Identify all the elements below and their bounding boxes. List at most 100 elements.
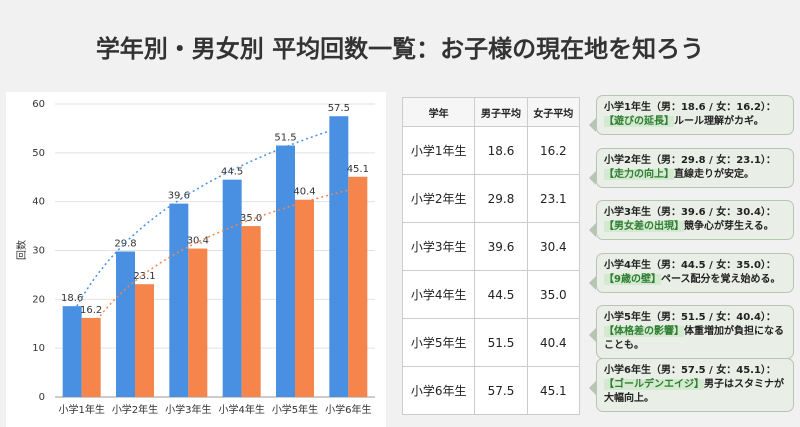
note-heading: 小学4年生（男：44.5 / 女：35.0）： <box>604 259 776 271</box>
table-cell: 29.8 <box>474 174 528 223</box>
data-table: 学年 男子平均 女子平均 小学1年生 18.6 16.2 小学2年生 29.8 23.1 小学3年… <box>401 97 581 415</box>
value-label: 40.4 <box>293 187 315 198</box>
bar <box>222 179 242 397</box>
note-heading: 小学1年生（男：18.6 / 女：16.2）： <box>604 102 776 113</box>
value-label: 29.8 <box>114 238 136 249</box>
note-body: 【ゴールデンエイジ】男子はスタミナが大幅向上。 <box>604 378 786 406</box>
x-tick-label: 小学4年生 <box>218 403 264 416</box>
note-text: 競争心が芽生える。 <box>684 221 774 232</box>
note-text: ルール理解がカギ。 <box>674 116 764 127</box>
value-label: 39.6 <box>168 191 190 202</box>
note-callout: 小学4年生（男：44.5 / 女：35.0）： 【9歳の壁】ペース配分を覚え始める… <box>589 252 794 293</box>
note-heading: 小学5年生（男：51.5 / 女：40.4）： <box>604 312 776 323</box>
note-text: 直線走りが安定。 <box>674 168 754 180</box>
note-text: 体重増加が負担になることも。 <box>604 326 784 351</box>
value-label: 57.5 <box>328 103 350 114</box>
table-cell: 小学5年生 <box>401 318 476 367</box>
table-cell: 23.1 <box>526 174 581 223</box>
value-label: 30.4 <box>187 236 209 247</box>
header-row: 学年 男子平均 女子平均 <box>401 97 581 127</box>
trendline <box>90 187 358 329</box>
table-row: 小学2年生 29.8 23.1 <box>401 174 581 223</box>
value-label: 44.5 <box>221 167 243 178</box>
x-tick-label: 小学5年生 <box>272 403 318 416</box>
note-tag: 【男女差の出現】 <box>604 221 684 232</box>
bar <box>62 306 82 397</box>
table-cell: 16.2 <box>526 126 581 175</box>
x-tick-label: 小学6年生 <box>325 403 371 416</box>
table-cell: 45.1 <box>526 366 581 415</box>
table-cell: 51.5 <box>474 318 528 367</box>
note-callout: 小学2年生（男：29.8 / 女：23.1）： 【走力の向上】直線走りが安定。 <box>589 147 794 188</box>
y-tick-label: 30 <box>32 246 45 257</box>
header-cell: 女子平均 <box>526 97 581 127</box>
note-heading: 小学6年生（男：57.5 / 女：45.1）： <box>604 364 776 376</box>
table-cell: 小学4年生 <box>401 270 476 319</box>
table-cell: 39.6 <box>474 222 528 271</box>
note-heading: 小学2年生（男：29.8 / 女：23.1）： <box>604 154 776 166</box>
y-tick-label: 60 <box>32 99 45 110</box>
table-cell: 小学3年生 <box>401 222 476 271</box>
header-cell: 男子平均 <box>474 97 528 127</box>
bar <box>276 145 295 397</box>
note-body: 【男女差の出現】競争心が芽生える。 <box>604 220 786 234</box>
bar <box>188 248 208 397</box>
value-label: 18.6 <box>61 293 83 304</box>
bar <box>348 176 368 397</box>
bar <box>81 317 101 397</box>
table-row: 小学6年生 57.5 45.1 <box>401 366 581 415</box>
table-cell: 44.5 <box>474 270 528 319</box>
note-callout: 小学1年生（男：18.6 / 女：16.2）： 【遊びの延長】ルール理解がカギ。 <box>589 95 794 135</box>
value-label: 16.2 <box>80 305 102 316</box>
value-label: 45.1 <box>347 164 369 175</box>
note-heading: 小学3年生（男：39.6 / 女：30.4）： <box>604 207 776 218</box>
x-tick-label: 小学2年生 <box>112 403 158 416</box>
table-cell: 小学1年生 <box>401 126 476 175</box>
y-axis-label: 回数 <box>15 240 28 260</box>
value-label: 23.1 <box>133 271 155 282</box>
table-cell: 57.5 <box>474 366 528 415</box>
y-tick-label: 50 <box>32 148 45 159</box>
table-cell: 30.4 <box>526 222 581 271</box>
bar <box>116 251 135 397</box>
note-tag: 【9歳の壁】 <box>604 273 661 285</box>
x-tick-label: 小学1年生 <box>58 403 104 416</box>
note-tag: 【遊びの延長】 <box>604 116 674 127</box>
bar <box>295 199 314 397</box>
bar <box>329 116 349 397</box>
note-tag: 【ゴールデンエイジ】 <box>604 378 704 390</box>
value-label: 35.0 <box>240 213 262 224</box>
note-callout: 小学3年生（男：39.6 / 女：30.4）： 【男女差の出現】競争心が芽生える。 <box>589 200 794 240</box>
y-tick-label: 10 <box>32 343 45 354</box>
header-cell: 学年 <box>401 97 476 127</box>
note-body: 【走力の向上】直線走りが安定。 <box>604 168 786 182</box>
bar <box>135 284 154 397</box>
note-callout: 小学6年生（男：57.5 / 女：45.1）： 【ゴールデンエイジ】男子はスタミナ… <box>589 357 794 412</box>
table-cell: 小学6年生 <box>401 366 476 415</box>
y-tick-label: 20 <box>32 294 45 305</box>
page-title: 学年別・男女別 平均回数一覧：お子様の現在地を知ろう <box>96 35 704 63</box>
table-row: 小学1年生 18.6 16.2 <box>401 126 581 175</box>
note-body: 【9歳の壁】ペース配分を覚え始める。 <box>604 273 786 287</box>
y-tick-label: 0 <box>39 392 45 403</box>
bar <box>169 203 189 397</box>
note-text: 男子はスタミナが大幅向上。 <box>604 378 784 404</box>
x-tick-label: 小学3年生 <box>165 403 211 416</box>
note-text: ペース配分を覚え始める。 <box>660 273 781 285</box>
note-body: 【体格差の影響】体重増加が負担になることも。 <box>604 325 786 353</box>
table-cell: 40.4 <box>526 318 581 367</box>
value-label: 51.5 <box>274 133 296 144</box>
table-cell: 35.0 <box>526 270 581 319</box>
table-cell: 小学2年生 <box>401 174 476 223</box>
table-row: 小学4年生 44.5 35.0 <box>401 270 581 319</box>
table-row: 小学3年生 39.6 30.4 <box>401 222 581 271</box>
note-tag: 【体格差の影響】 <box>604 326 684 337</box>
note-body: 【遊びの延長】ルール理解がカギ。 <box>604 115 786 129</box>
note-tag: 【走力の向上】 <box>604 168 674 180</box>
y-tick-label: 40 <box>32 197 45 208</box>
bar <box>241 226 261 397</box>
table-cell: 18.6 <box>474 126 528 175</box>
table-row: 小学5年生 51.5 40.4 <box>401 318 581 367</box>
